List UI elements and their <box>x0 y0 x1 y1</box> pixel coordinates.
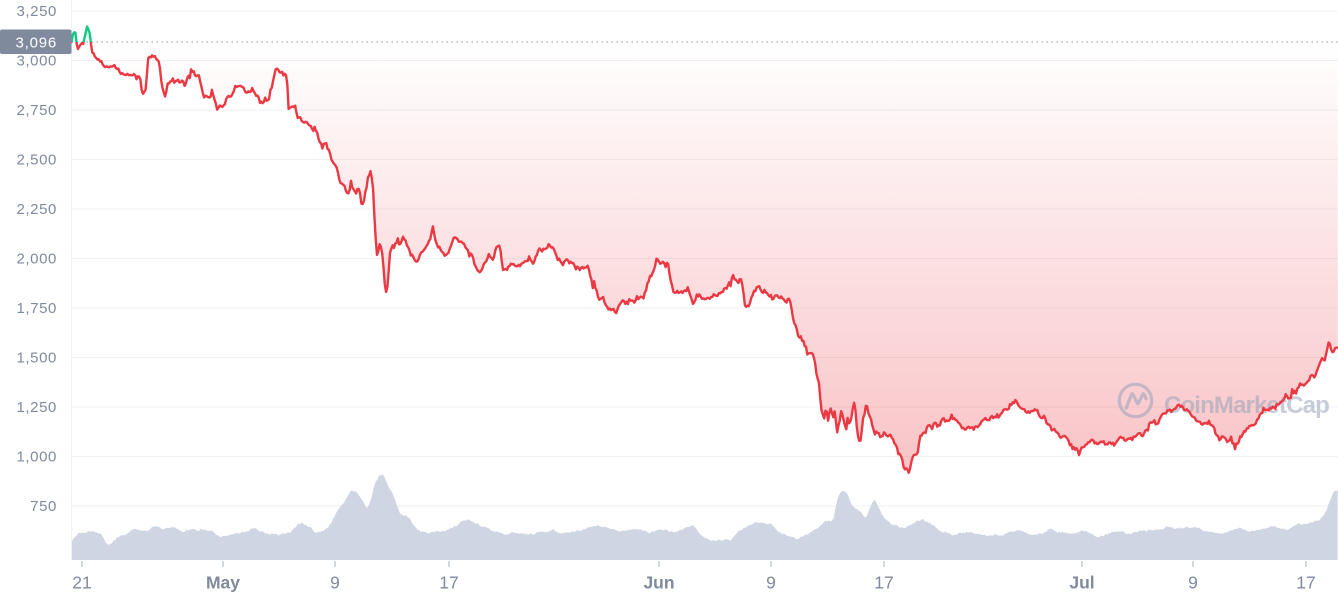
svg-text:3,096: 3,096 <box>15 34 57 51</box>
svg-text:2,500: 2,500 <box>16 152 57 169</box>
svg-text:1,500: 1,500 <box>16 350 57 367</box>
svg-text:CoinMarketCap: CoinMarketCap <box>1164 392 1329 419</box>
svg-text:9: 9 <box>766 573 776 593</box>
svg-text:17: 17 <box>874 573 893 593</box>
svg-text:Jun: Jun <box>643 573 674 593</box>
svg-text:3,000: 3,000 <box>16 53 57 70</box>
svg-text:2,000: 2,000 <box>16 251 57 268</box>
svg-text:Jul: Jul <box>1069 573 1094 593</box>
svg-text:2,250: 2,250 <box>16 201 57 218</box>
svg-text:May: May <box>206 573 240 593</box>
svg-text:3,250: 3,250 <box>16 3 57 20</box>
svg-text:17: 17 <box>1296 573 1315 593</box>
svg-text:21: 21 <box>72 573 91 593</box>
svg-text:1,250: 1,250 <box>16 399 57 416</box>
svg-text:9: 9 <box>1188 573 1198 593</box>
svg-text:9: 9 <box>330 573 340 593</box>
svg-text:1,000: 1,000 <box>16 449 57 466</box>
svg-text:2,750: 2,750 <box>16 102 57 119</box>
svg-text:1,750: 1,750 <box>16 300 57 317</box>
svg-text:750: 750 <box>30 498 57 515</box>
svg-text:17: 17 <box>439 573 458 593</box>
